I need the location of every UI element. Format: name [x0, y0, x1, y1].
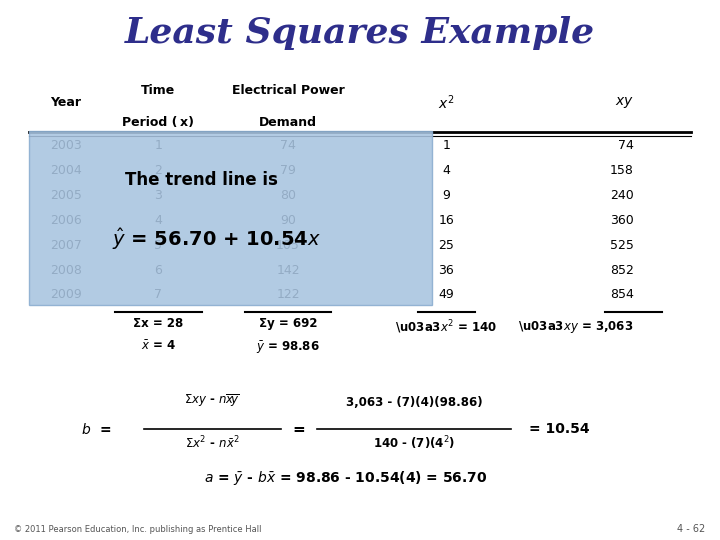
Text: 74: 74	[618, 139, 634, 152]
Text: = 10.54: = 10.54	[529, 422, 590, 436]
Text: Σx = 28: Σx = 28	[133, 317, 184, 330]
Text: $x^2$: $x^2$	[438, 93, 454, 112]
Text: $\bar{y}$ = 98.86: $\bar{y}$ = 98.86	[256, 340, 320, 356]
Text: 5: 5	[154, 239, 163, 252]
Text: 9: 9	[443, 189, 450, 202]
Text: 854: 854	[610, 288, 634, 301]
Text: 852: 852	[610, 264, 634, 276]
Text: 4: 4	[443, 164, 450, 177]
Text: Demand: Demand	[259, 116, 317, 129]
Text: 142: 142	[276, 264, 300, 276]
Text: 2003: 2003	[50, 139, 82, 152]
Text: $\Sigma xy$ - $n\overline{x\!y}$: $\Sigma xy$ - $n\overline{x\!y}$	[184, 392, 240, 409]
Text: Electrical Power: Electrical Power	[232, 84, 344, 97]
Text: 105: 105	[276, 239, 300, 252]
Text: 158: 158	[610, 164, 634, 177]
Text: 3: 3	[155, 189, 162, 202]
Text: Time: Time	[141, 84, 176, 97]
Text: $b$  =: $b$ =	[81, 422, 112, 437]
Text: 2005: 2005	[50, 189, 82, 202]
Text: \u03a3$xy$ = 3,063: \u03a3$xy$ = 3,063	[518, 319, 634, 335]
Text: 6: 6	[155, 264, 162, 276]
Text: Σy = 692: Σy = 692	[258, 317, 318, 330]
Text: 360: 360	[610, 214, 634, 227]
Text: 525: 525	[610, 239, 634, 252]
Text: \u03a3$x^2$ = 140: \u03a3$x^2$ = 140	[395, 318, 498, 335]
Text: 80: 80	[280, 189, 296, 202]
Text: 2008: 2008	[50, 264, 82, 276]
Text: $\bar{x}$ = 4: $\bar{x}$ = 4	[141, 340, 176, 353]
Text: 140 - (7)(4$^2$): 140 - (7)(4$^2$)	[373, 435, 455, 453]
Text: 90: 90	[280, 214, 296, 227]
Text: 7: 7	[154, 288, 163, 301]
Text: Period ( x): Period ( x)	[122, 116, 194, 129]
Text: 36: 36	[438, 264, 454, 276]
Text: $a$ = $\bar{y}$ - $b\bar{x}$ = 98.86 - 10.54(4) = 56.70: $a$ = $\bar{y}$ - $b\bar{x}$ = 98.86 - 1…	[204, 469, 487, 487]
Text: 3,063 - (7)(4)(98.86): 3,063 - (7)(4)(98.86)	[346, 396, 482, 409]
Text: 79: 79	[280, 164, 296, 177]
Text: 122: 122	[276, 288, 300, 301]
Text: $xy$: $xy$	[615, 95, 634, 110]
Text: 25: 25	[438, 239, 454, 252]
Text: 2: 2	[155, 164, 162, 177]
Text: Year: Year	[50, 96, 81, 109]
Text: =: =	[292, 422, 305, 437]
Text: 1: 1	[443, 139, 450, 152]
Text: 4 - 62: 4 - 62	[678, 523, 706, 534]
Text: 16: 16	[438, 214, 454, 227]
FancyBboxPatch shape	[29, 131, 432, 305]
Text: $\Sigma x^2$ - $n\bar{x}^2$: $\Sigma x^2$ - $n\bar{x}^2$	[185, 435, 240, 451]
Text: 2007: 2007	[50, 239, 82, 252]
Text: 2009: 2009	[50, 288, 82, 301]
Text: Least Squares Example: Least Squares Example	[125, 16, 595, 50]
Text: 2004: 2004	[50, 164, 82, 177]
Text: The trend line is: The trend line is	[125, 171, 278, 189]
Text: 4: 4	[155, 214, 162, 227]
Text: 74: 74	[280, 139, 296, 152]
Text: 49: 49	[438, 288, 454, 301]
Text: 2006: 2006	[50, 214, 82, 227]
Text: $\hat{y}$ = 56.70 + 10.54$x$: $\hat{y}$ = 56.70 + 10.54$x$	[112, 226, 320, 252]
Text: © 2011 Pearson Education, Inc. publishing as Prentice Hall: © 2011 Pearson Education, Inc. publishin…	[14, 524, 262, 534]
Text: 240: 240	[610, 189, 634, 202]
Text: 1: 1	[155, 139, 162, 152]
